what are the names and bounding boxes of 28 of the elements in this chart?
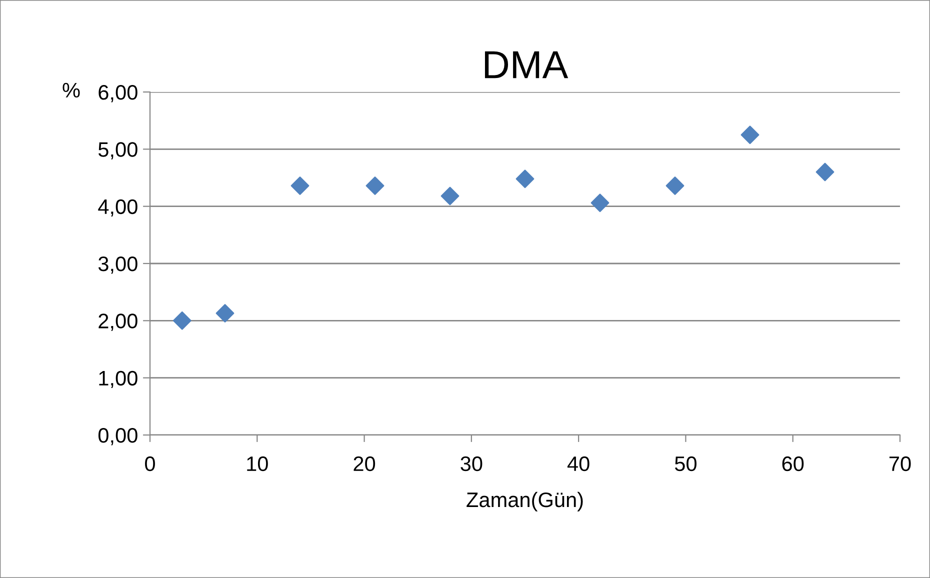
point — [666, 176, 684, 195]
point — [366, 176, 384, 195]
point — [290, 176, 310, 195]
x-tick-label: 70 — [889, 456, 911, 472]
y-tick-label: 1,00 — [99, 370, 138, 388]
y-tick-label: 0,00 — [98, 428, 138, 446]
point — [590, 194, 610, 212]
x-tick-label: 40 — [567, 456, 590, 472]
x-tick-label: 30 — [460, 456, 482, 472]
y-tick-label: 3,00 — [98, 256, 138, 274]
x-tick-label: 50 — [674, 456, 696, 472]
point — [516, 170, 534, 188]
x-axis-title: Zaman(Gün) — [466, 492, 583, 512]
x-tick-label: 10 — [247, 456, 268, 472]
point — [172, 311, 192, 330]
x-tick-label: 20 — [354, 456, 376, 472]
point — [816, 162, 834, 182]
point — [440, 186, 460, 206]
point — [740, 126, 760, 144]
y-tick-label: 6,00 — [98, 85, 138, 102]
y-axis-title: % — [62, 82, 80, 98]
y-tick-label: 2,00 — [98, 314, 138, 331]
x-tick-label: 0 — [145, 456, 155, 472]
y-tick-label: 5,00 — [98, 142, 138, 160]
y-tick-label: 4,00 — [98, 199, 138, 217]
chart-title: DMA — [484, 51, 568, 78]
x-tick-label: 60 — [782, 456, 804, 472]
point — [216, 304, 234, 322]
